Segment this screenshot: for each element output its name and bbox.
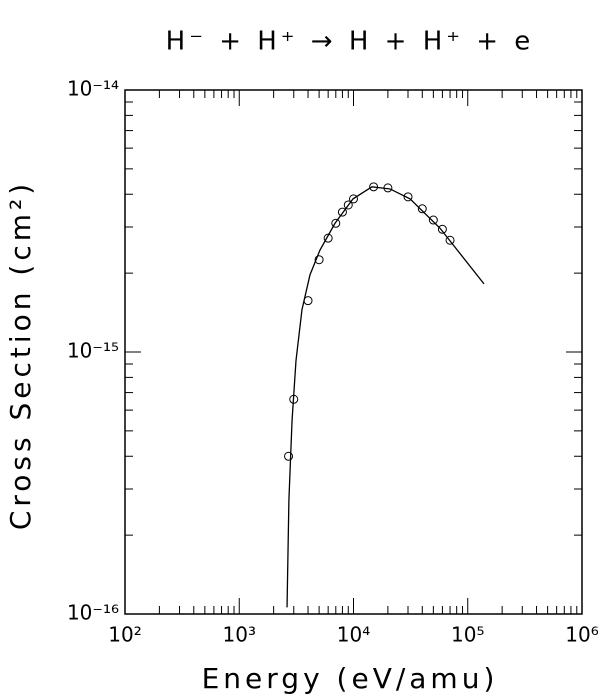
data-point: [437, 224, 447, 234]
y-tick-label: 10⁻¹⁶: [67, 601, 119, 625]
data-point: [445, 235, 455, 245]
data-point: [417, 204, 427, 214]
x-tick-label: 10³: [223, 623, 256, 647]
data-point: [343, 200, 353, 210]
data-point: [331, 218, 341, 228]
data-point: [369, 182, 379, 192]
data-point: [349, 194, 358, 204]
data-point: [303, 296, 313, 306]
data-point: [323, 233, 333, 243]
y-axis-label: Cross Section (cm²): [4, 180, 37, 530]
x-tick-label: 10⁵: [451, 623, 484, 647]
x-tick-label: 10⁶: [565, 623, 598, 647]
x-tick-label: 10²: [108, 623, 141, 647]
plot-frame: [124, 89, 583, 615]
x-axis-label: Energy (eV/amu): [202, 662, 499, 695]
chart-title: H⁻ + H⁺ → H + H⁺ + e: [166, 27, 535, 57]
data-point: [314, 255, 324, 265]
data-point: [289, 394, 299, 404]
data-point: [383, 183, 393, 193]
data-point: [428, 215, 438, 225]
data-point: [403, 192, 413, 202]
y-tick-label: 10⁻¹⁵: [67, 339, 119, 363]
data-point: [337, 207, 347, 217]
y-tick-label: 10⁻¹⁴: [67, 77, 119, 101]
fit-line: [286, 186, 485, 608]
data-point: [284, 451, 294, 461]
x-tick-label: 10⁴: [337, 623, 370, 647]
